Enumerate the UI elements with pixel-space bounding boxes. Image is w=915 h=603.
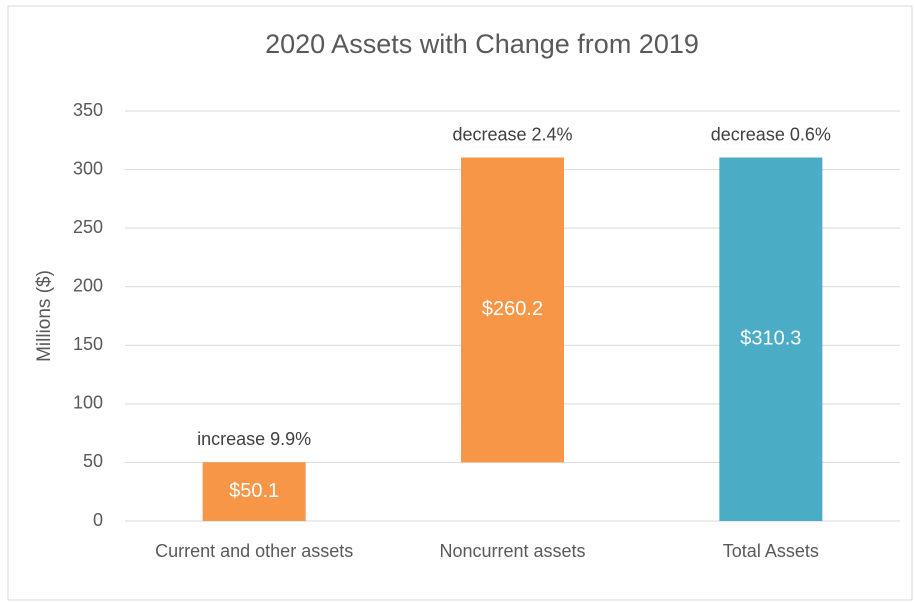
bar (202, 462, 306, 521)
chart-title: 2020 Assets with Change from 2019 (265, 29, 699, 59)
bar (461, 157, 564, 463)
y-axis-label: Millions ($) (34, 270, 55, 362)
y-tick-label: 250 (73, 217, 103, 237)
y-tick-label: 50 (83, 451, 103, 471)
annotation: decrease 0.6% (711, 124, 831, 144)
y-tick-label: 350 (73, 100, 103, 120)
y-tick-label: 150 (73, 334, 103, 354)
annotation: increase 9.9% (197, 429, 311, 449)
x-tick-label: Noncurrent assets (439, 541, 585, 561)
value-label: $260.2 (482, 298, 543, 320)
annotation: decrease 2.4% (452, 124, 572, 144)
bar (719, 157, 823, 521)
x-tick-label: Current and other assets (155, 541, 353, 561)
y-tick-label: 300 (73, 158, 103, 178)
x-tick-label: Total Assets (723, 541, 819, 561)
y-tick-label: 100 (73, 393, 103, 413)
y-tick-label: 0 (93, 510, 103, 530)
y-tick-label: 200 (73, 275, 103, 295)
value-label: $310.3 (740, 328, 801, 350)
value-label: $50.1 (229, 480, 279, 502)
